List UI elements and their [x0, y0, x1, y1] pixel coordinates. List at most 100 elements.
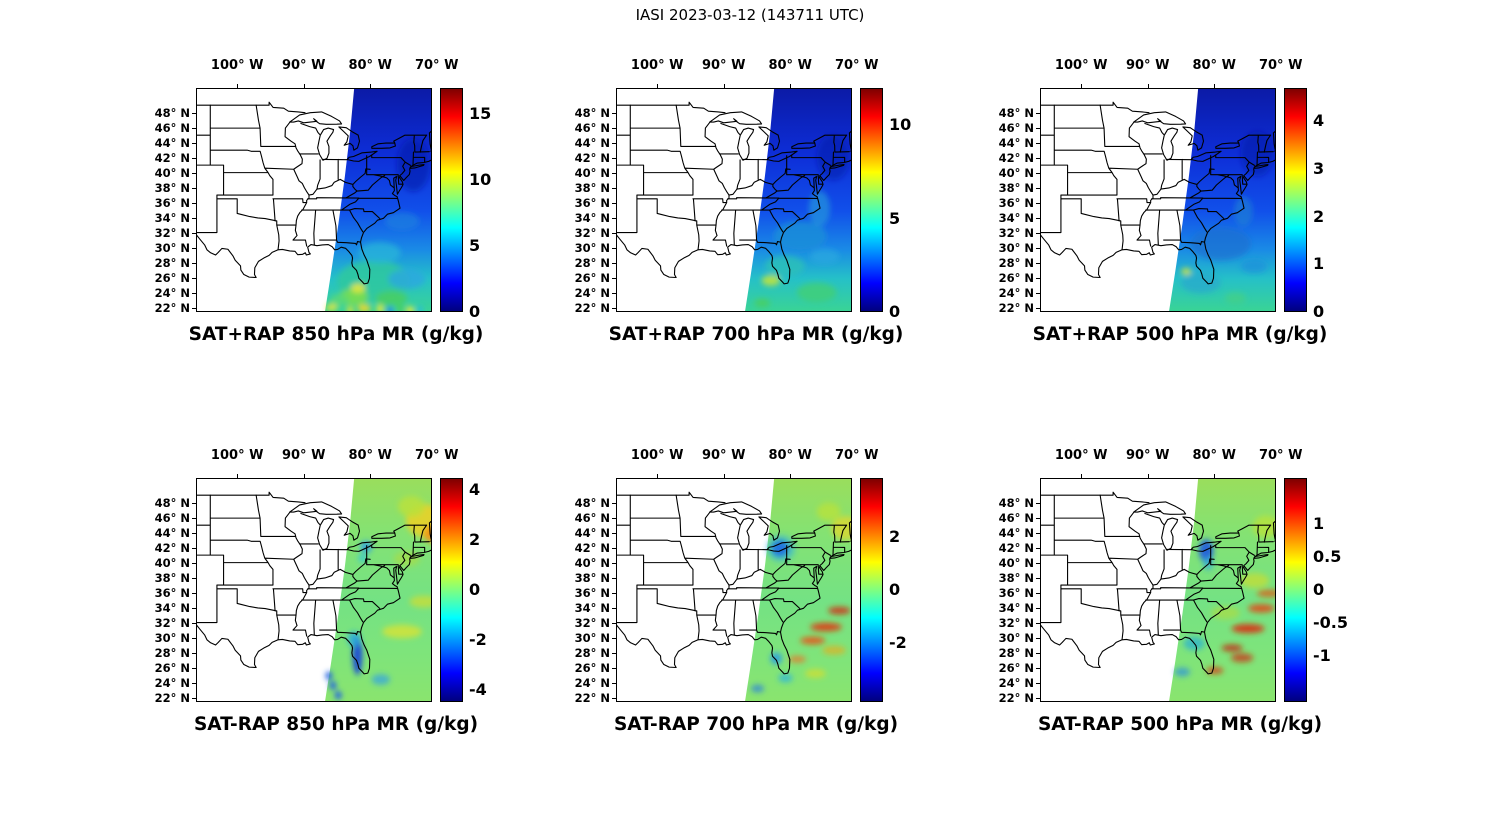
lat-tick-label: 32° N [154, 615, 190, 630]
lat-tick-mark [1036, 502, 1040, 504]
lat-tick-mark [1036, 562, 1040, 564]
lat-tick-label: 34° N [998, 600, 1034, 615]
colorbar [1284, 88, 1307, 312]
lat-tick-mark [612, 652, 616, 654]
lat-tick-mark [192, 622, 196, 624]
lat-tick-label: 34° N [998, 210, 1034, 225]
lat-tick-mark [1036, 142, 1040, 144]
lon-tick-label: 90° W [281, 448, 326, 463]
lat-tick-mark [612, 172, 616, 174]
lat-tick-label: 32° N [574, 225, 610, 240]
panel-sat-minus-rap-850: 100° W 90° W 80° W 70° W 48° N 46° N 44° N 42°… [136, 438, 536, 738]
lat-tick-mark [192, 157, 196, 159]
lat-tick-mark [1036, 292, 1040, 294]
lat-tick-label: 48° N [998, 105, 1034, 120]
lat-tick-mark [192, 232, 196, 234]
lat-tick-label: 38° N [154, 570, 190, 585]
colorbar-tick-label: 2 [1313, 206, 1325, 226]
colorbar-tick-label: 0 [1313, 580, 1325, 599]
lat-tick-label: 32° N [574, 615, 610, 630]
lat-tick-mark [612, 667, 616, 669]
lat-tick-mark [612, 532, 616, 534]
lat-tick-mark [1036, 187, 1040, 189]
lat-tick-label: 30° N [998, 630, 1034, 645]
lat-tick-mark [612, 622, 616, 624]
map-sat-minus-rap-700 [616, 478, 852, 702]
lat-tick-label: 32° N [998, 615, 1034, 630]
lat-tick-mark [612, 592, 616, 594]
lat-tick-label: 22° N [574, 300, 610, 315]
lat-tick-mark [612, 697, 616, 699]
lat-axis: 48° N 46° N 44° N 42° N 40° N 38° N 36° N 34° N… [556, 88, 612, 315]
lat-tick-label: 44° N [154, 135, 190, 150]
lat-tick-label: 28° N [574, 645, 610, 660]
colorbar-tick-label: 0 [1313, 302, 1325, 321]
lon-tick-label: 80° W [1192, 448, 1236, 463]
lon-tick-label: 80° W [768, 58, 812, 73]
lat-tick-mark [1036, 622, 1040, 624]
lat-axis: 48° N 46° N 44° N 42° N 40° N 38° N 36° N 34° N… [136, 88, 192, 314]
lat-tick-mark [1036, 127, 1040, 129]
lat-tick-mark [1036, 577, 1040, 579]
colorbar-tick-label: 1 [1313, 514, 1325, 534]
lat-tick-mark [192, 562, 196, 564]
lat-tick-label: 36° N [998, 195, 1034, 210]
lat-tick-mark [1036, 217, 1040, 219]
lat-tick-mark [192, 532, 196, 534]
lon-tick-mark [303, 474, 305, 478]
lat-tick-label: 26° N [574, 660, 610, 675]
lon-tick-mark [1147, 84, 1149, 88]
lat-tick-label: 26° N [154, 660, 190, 675]
lat-tick-label: 40° N [154, 165, 190, 180]
lat-tick-mark [1036, 682, 1040, 684]
panel-sat-plus-rap-850: 100° W 90° W 80° W 70° W 48° N 46° N 44° N 42°… [136, 48, 536, 348]
lat-tick-label: 38° N [998, 180, 1034, 195]
lat-tick-mark [192, 127, 196, 129]
lat-tick-label: 24° N [574, 285, 610, 300]
lat-tick-label: 44° N [574, 525, 610, 540]
lat-tick-label: 44° N [574, 135, 610, 150]
lat-tick-label: 24° N [998, 675, 1034, 690]
panel-title: SAT+RAP 850 hPa MR (g/kg) [188, 324, 484, 345]
lat-tick-label: 36° N [574, 585, 610, 600]
lat-tick-mark [192, 667, 196, 669]
lat-tick-label: 44° N [998, 135, 1034, 150]
lat-tick-mark [1036, 532, 1040, 534]
lat-tick-mark [1036, 517, 1040, 519]
lat-tick-label: 44° N [998, 525, 1034, 540]
lat-tick-mark [192, 262, 196, 264]
lat-tick-mark [1036, 592, 1040, 594]
lat-tick-mark [192, 637, 196, 639]
lon-tick-label: 70° W [834, 448, 879, 463]
colorbar-tick-labels: 0 5 10 15 [469, 88, 531, 321]
lat-tick-mark [192, 517, 196, 519]
lat-tick-label: 22° N [998, 690, 1034, 705]
lat-tick-label: 46° N [154, 510, 190, 525]
lat-tick-label: 30° N [574, 240, 610, 255]
lat-tick-mark [1036, 307, 1040, 309]
lon-tick-label: 90° W [1125, 58, 1170, 73]
lon-axis: 100° W 90° W 80° W 70° W [1040, 58, 1302, 76]
panel-sat-plus-rap-500: 100° W 90° W 80° W 70° W 48° N 46° N 44° N 42°… [980, 48, 1380, 348]
lat-tick-mark [192, 307, 196, 309]
lat-axis: 48° N 46° N 44° N 42° N 40° N 38° N 36° N 34° N… [980, 88, 1036, 314]
colorbar-tick-label: 0 [889, 580, 901, 599]
colorbar-tick-label: 0.5 [1313, 547, 1342, 567]
lat-tick-label: 48° N [574, 105, 610, 120]
lat-tick-mark [612, 637, 616, 639]
lat-tick-label: 30° N [998, 240, 1034, 255]
lat-tick-label: 24° N [154, 675, 190, 690]
colorbar-tick-label: 1 [1313, 254, 1325, 274]
colorbar-tick-label: -0.5 [1313, 612, 1348, 632]
colorbar-tick-label: -4 [469, 679, 487, 699]
colorbar [860, 88, 883, 312]
lon-tick-mark [657, 84, 659, 88]
lon-tick-mark [370, 84, 372, 88]
lat-tick-label: 28° N [998, 645, 1034, 660]
lon-tick-mark [723, 84, 725, 88]
lat-tick-label: 34° N [154, 600, 190, 615]
lon-axis: 100° W 90° W 80° W 70° W [616, 58, 878, 76]
colorbar [1284, 478, 1307, 702]
lat-tick-label: 34° N [574, 600, 610, 615]
lat-tick-mark [192, 247, 196, 249]
